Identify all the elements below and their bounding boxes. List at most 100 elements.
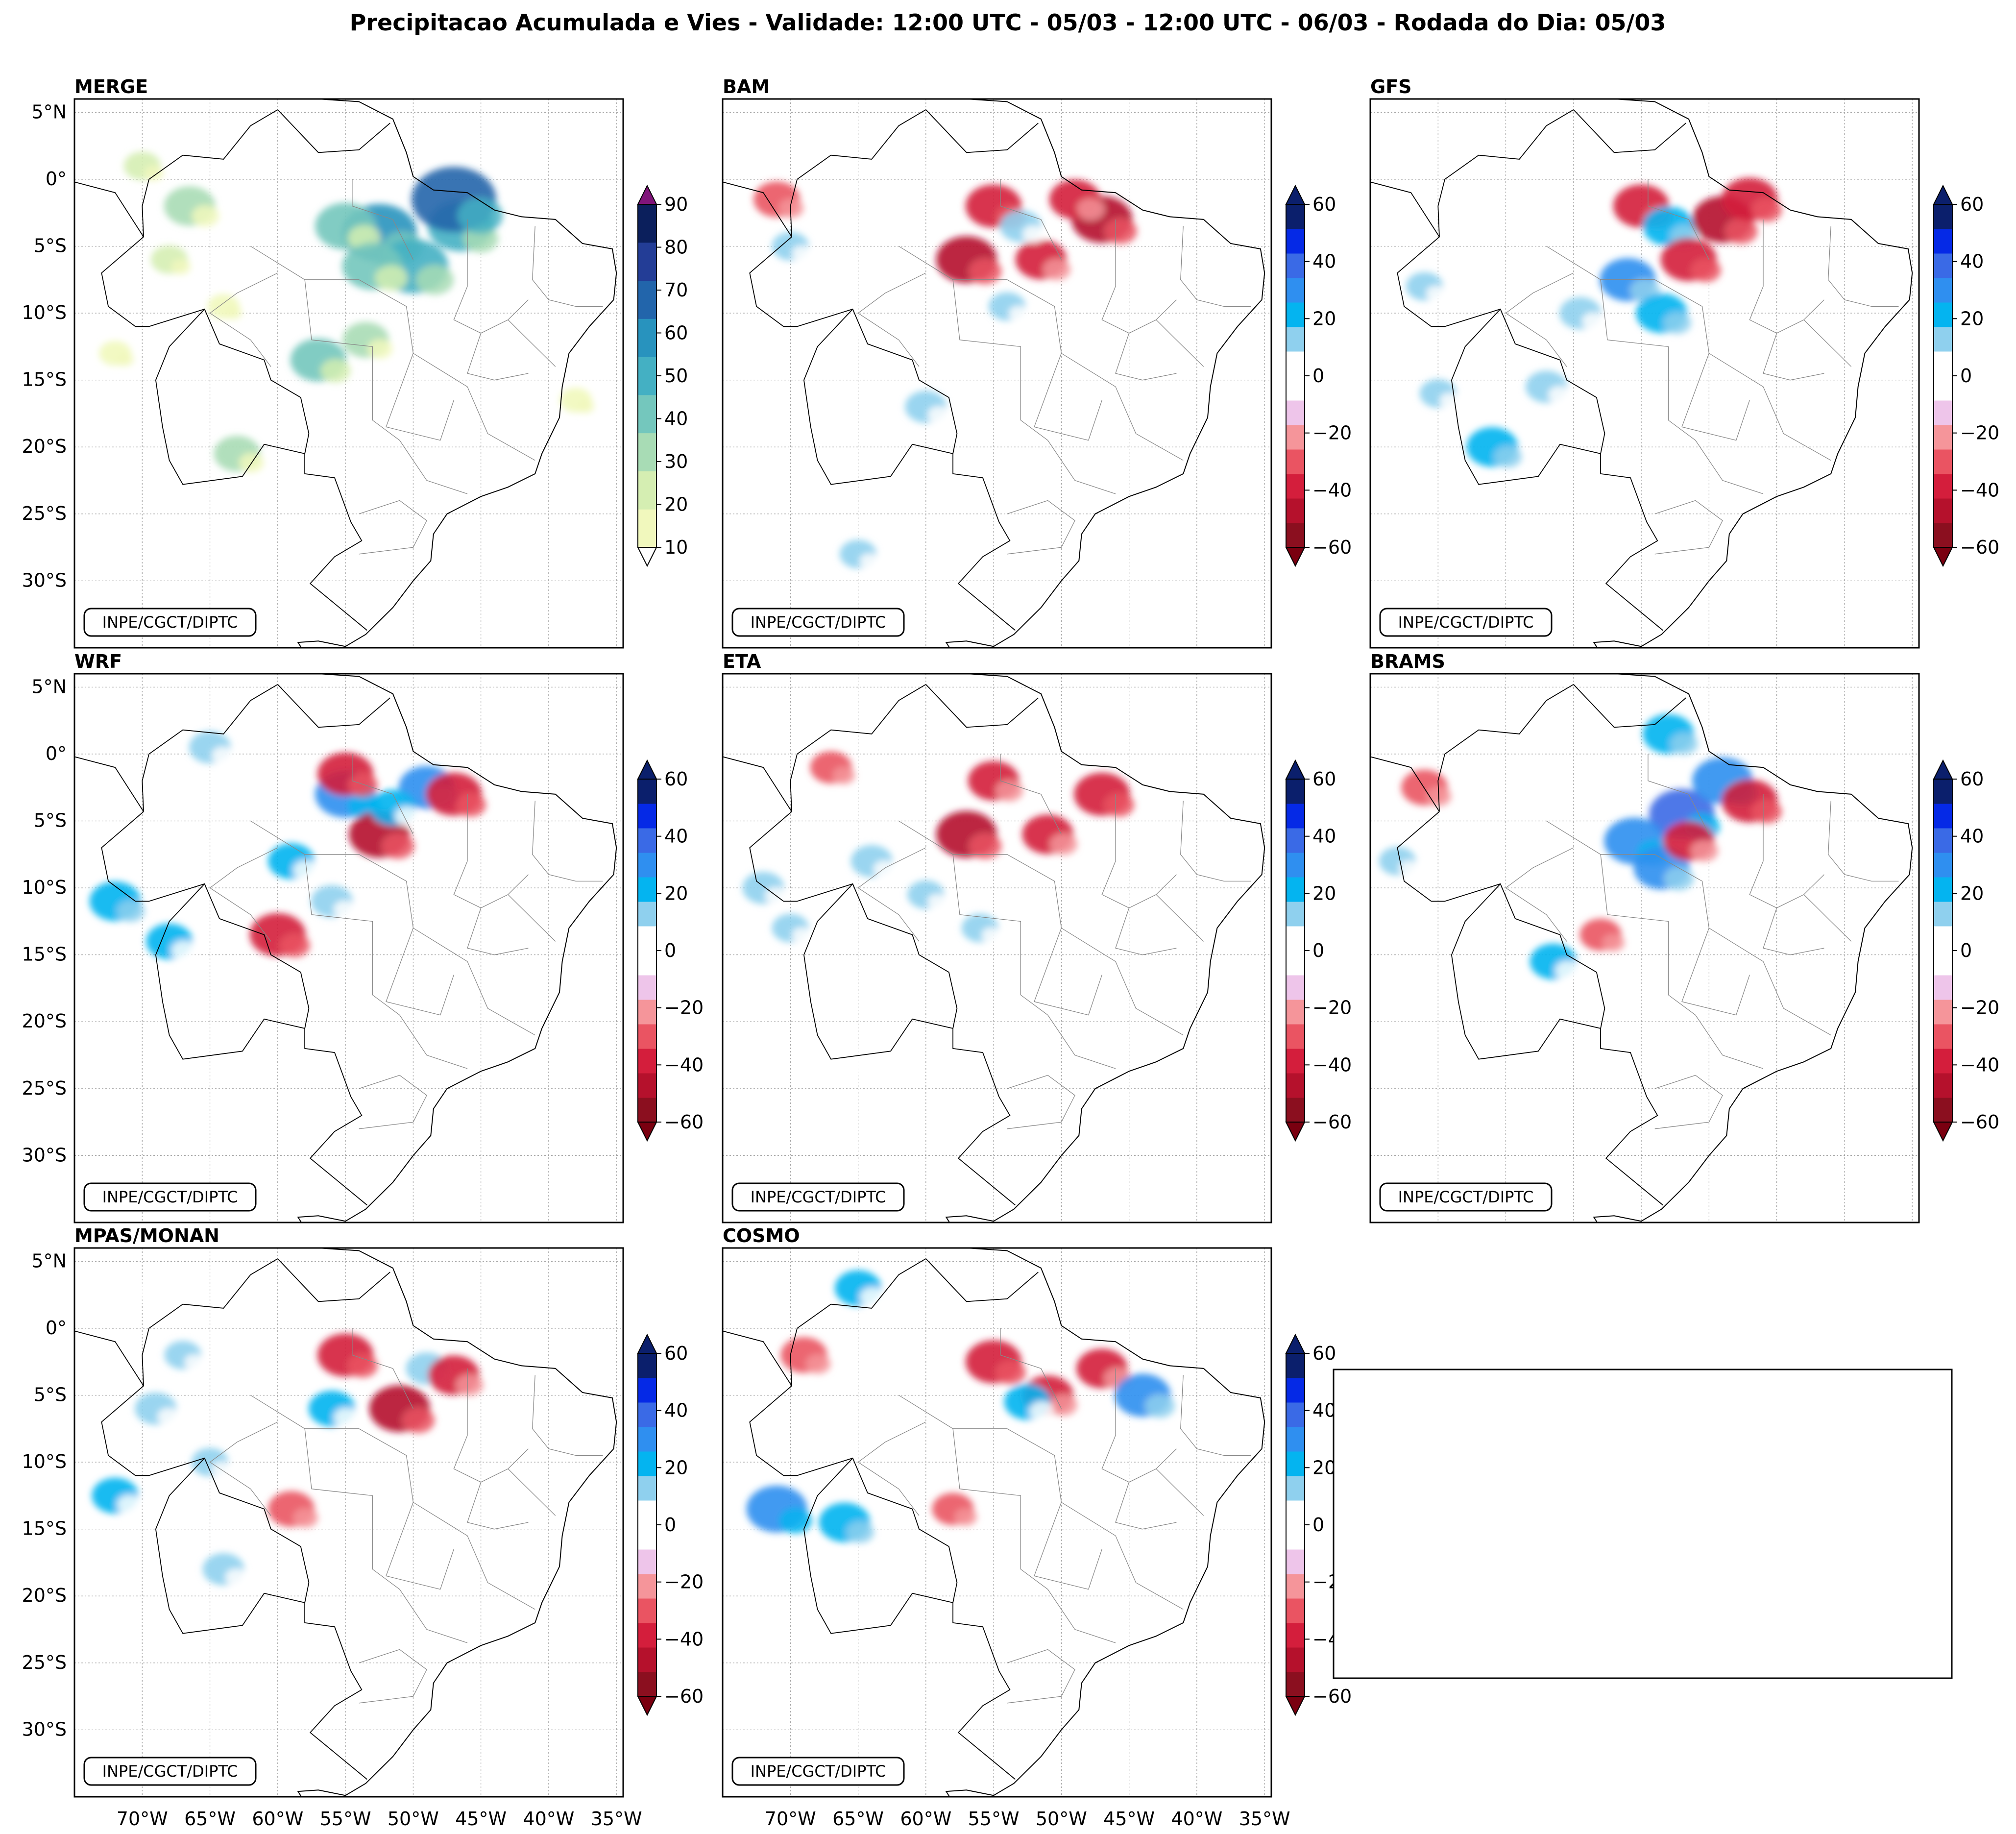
- coastline: [1370, 99, 1913, 648]
- field-blob: [130, 1287, 147, 1301]
- colorbar-extend-min: [637, 547, 657, 567]
- state-border: [467, 1482, 529, 1530]
- colorbar-segment: [1286, 425, 1305, 450]
- colorbar-tick-label: 40: [664, 1400, 688, 1421]
- colorbar-tick-label: −60: [1312, 1686, 1352, 1707]
- colorbar-tick-label: 0: [1960, 365, 1972, 387]
- state-border: [899, 820, 1184, 1036]
- field-blob: [1104, 793, 1135, 817]
- country-border: [723, 181, 792, 237]
- colorbar-segment: [1934, 327, 1952, 352]
- state-border: [532, 226, 603, 307]
- state-border: [386, 1502, 454, 1590]
- colorbar-extend-max: [1285, 1333, 1306, 1354]
- colorbar-segment: [1286, 926, 1305, 951]
- colorbar-segment: [638, 1672, 656, 1697]
- lat-tick-label: 5°S: [34, 809, 67, 831]
- panel-title: BAM: [723, 76, 770, 98]
- colorbar-extend-max: [637, 1333, 657, 1354]
- field-blob: [1399, 860, 1419, 876]
- country-border: [1451, 883, 1601, 1060]
- colorbar-tick-label: 40: [1312, 251, 1336, 272]
- colorbar-segment: [1286, 498, 1305, 523]
- colorbar-segment: [638, 1098, 656, 1123]
- colorbar-segment: [1286, 327, 1305, 352]
- field-blob: [1663, 312, 1691, 334]
- state-border: [304, 279, 468, 494]
- state-border: [250, 1394, 535, 1610]
- country-border: [74, 1330, 144, 1386]
- colorbar-segment: [638, 1647, 656, 1672]
- colorbar-segment: [1286, 1402, 1305, 1427]
- state-border: [899, 245, 1184, 461]
- colorbar-segment: [1934, 498, 1952, 523]
- field-blob: [1725, 218, 1758, 244]
- map-frame: [722, 98, 1272, 649]
- lat-tick-label: 25°S: [22, 1652, 67, 1673]
- colorbar-extend-min: [637, 1696, 657, 1716]
- colorbar-tick-label: 60: [1312, 768, 1336, 790]
- colorbar-segment: [1286, 278, 1305, 303]
- panel-merge: MERGE INPE/CGCT/DIPTC 5°N 0° 5°S 10°S 15°S 20°S…: [22, 76, 688, 649]
- colorbar-segment: [1934, 779, 1952, 804]
- colorbar-tick-label: −20: [1960, 997, 1999, 1019]
- field-blob: [779, 1508, 812, 1534]
- colorbar-segment: [1286, 1549, 1305, 1574]
- state-border: [1546, 820, 1831, 1036]
- colorbar-segment: [638, 853, 656, 878]
- lon-tick-label: 50°W: [388, 1808, 439, 1830]
- colorbar-segment: [1286, 1623, 1305, 1648]
- field-blob: [334, 1408, 359, 1428]
- field-blob: [1670, 733, 1698, 755]
- map-frame: [1369, 98, 1920, 649]
- state-border: [467, 333, 529, 381]
- colorbar-segment: [1286, 302, 1305, 327]
- colorbar-tick-label: 80: [664, 237, 688, 258]
- colorbar-tick-label: 60: [664, 1343, 688, 1364]
- country-border: [1573, 109, 1686, 153]
- lat-tick-label: 20°S: [22, 1585, 67, 1606]
- figure-title: Precipitacao Acumulada e Vies - Validade…: [350, 9, 1666, 36]
- country-border: [925, 1258, 1039, 1302]
- colorbar-tick-label: 20: [1312, 882, 1336, 904]
- colorbar-tick-label: 40: [1312, 826, 1336, 847]
- colorbar-segment: [638, 902, 656, 927]
- colorbar-segment: [1286, 828, 1305, 853]
- map-background: [723, 99, 1271, 648]
- field-blob: [1077, 198, 1105, 220]
- colorbar-segment: [638, 828, 656, 853]
- colorbar-segment: [638, 804, 656, 829]
- field-layer: [99, 151, 595, 473]
- field-blob: [1008, 305, 1029, 321]
- lat-tick-label: 25°S: [22, 1077, 67, 1099]
- state-border: [1000, 754, 1062, 835]
- colorbar-tick-label: −20: [664, 1571, 704, 1593]
- colorbar-tick-label: −20: [1312, 997, 1352, 1019]
- state-border: [1803, 319, 1852, 367]
- colorbar-segment: [638, 394, 656, 434]
- country-border: [1397, 236, 1663, 631]
- colorbar-segment: [1286, 1378, 1305, 1403]
- state-border: [359, 1649, 427, 1704]
- map-background: [723, 674, 1271, 1223]
- lon-tick-label: 45°W: [1103, 1808, 1155, 1830]
- colorbar-segment: [1934, 253, 1952, 278]
- colorbar-segment: [638, 1049, 656, 1074]
- colorbar-segment: [1286, 1500, 1305, 1525]
- state-border: [1101, 219, 1177, 334]
- colorbar-tick-label: 0: [664, 940, 676, 961]
- lat-tick-label: 0°: [46, 743, 67, 764]
- state-border: [1180, 226, 1251, 307]
- field-blob: [792, 245, 812, 261]
- state-border: [1749, 219, 1824, 334]
- colorbar-segment: [1286, 1000, 1305, 1025]
- colorbar-tick-label: −20: [1960, 422, 1999, 444]
- colorbar-tick-label: 10: [664, 537, 688, 558]
- state-border: [899, 1394, 1184, 1610]
- colorbar-extend-max: [1933, 759, 1953, 780]
- colorbar-segment: [1286, 1525, 1305, 1550]
- colorbar-segment: [638, 1378, 656, 1403]
- map-frame: [73, 98, 624, 649]
- state-border: [453, 1368, 529, 1483]
- colorbar-tick-label: 0: [1960, 940, 1972, 961]
